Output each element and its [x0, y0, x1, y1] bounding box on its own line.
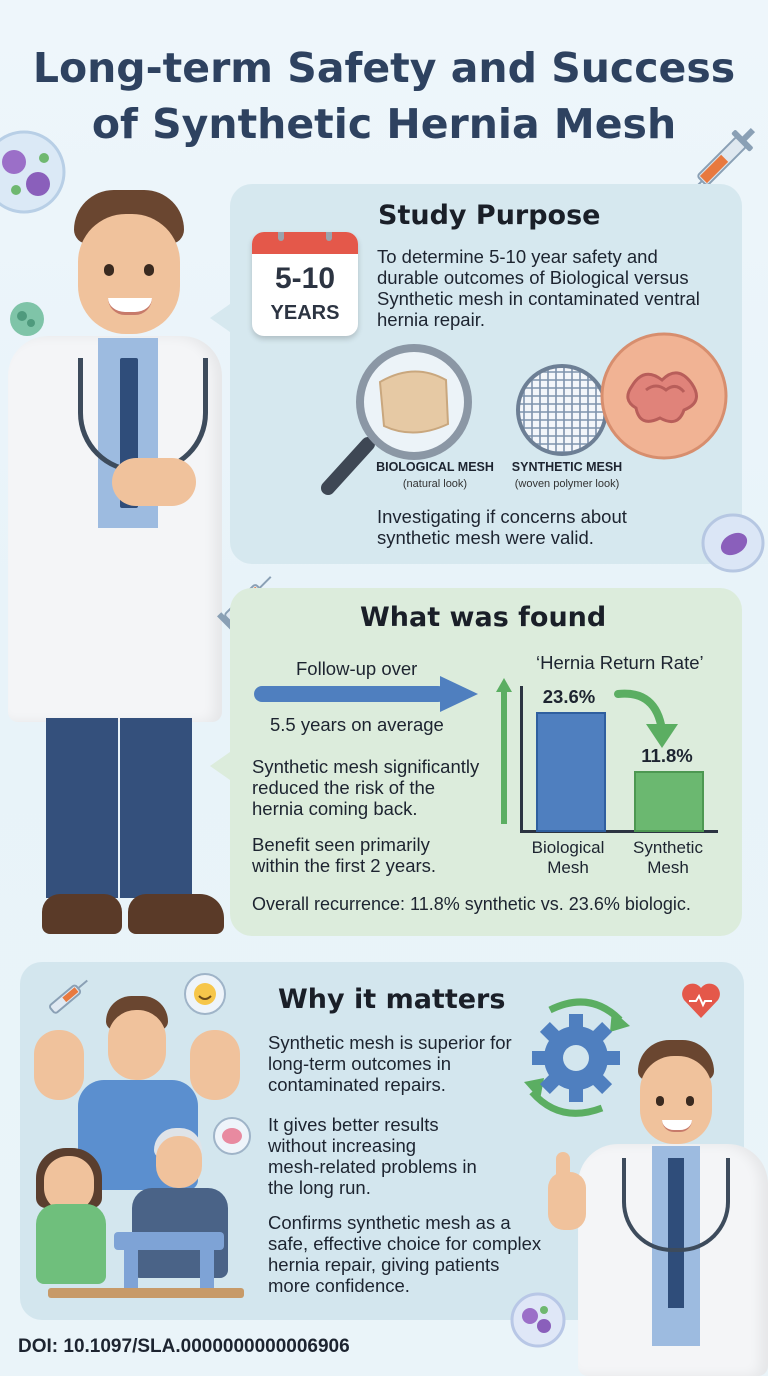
calendar-number: 5-10 — [274, 262, 336, 295]
purpose-line: To determine 5-10 year safety and — [377, 246, 658, 267]
speech-tail — [210, 752, 230, 780]
bar-synthetic-mesh — [634, 771, 704, 832]
category-label-line: Mesh — [647, 858, 689, 877]
why-point-2: It gives better results without increasi… — [268, 1114, 548, 1198]
why-line: the long run. — [268, 1177, 371, 1198]
gear-icon — [524, 998, 630, 1117]
why-it-matters-heading: Why it matters — [278, 984, 506, 1015]
overall-recurrence-text: Overall recurrence: 11.8% synthetic vs. … — [252, 894, 691, 914]
doctor-illustration — [8, 188, 350, 948]
chart-up-arrow — [496, 678, 512, 824]
bacteria-icon — [701, 513, 765, 573]
finding-point-1: Synthetic mesh significantly reduced the… — [252, 756, 492, 819]
doctor-thumbs-up-illustration — [548, 1040, 768, 1376]
bacteria-icon — [0, 130, 66, 214]
why-line: without increasing — [268, 1135, 417, 1156]
purpose-line: hernia repair. — [377, 309, 485, 330]
study-purpose-text: To determine 5-10 year safety and durabl… — [377, 246, 737, 330]
finding-line: reduced the risk of the — [252, 777, 436, 798]
magnifier-icon — [321, 344, 472, 495]
finding-point-2: Benefit seen primarily within the first … — [252, 834, 492, 876]
cell-icon — [10, 302, 44, 336]
syringe-icon — [49, 979, 88, 1014]
bacteria-icon — [510, 1292, 566, 1348]
why-line: long-term outcomes in — [268, 1053, 452, 1074]
page-title: Long-term Safety and Success of Syntheti… — [0, 40, 768, 152]
smiley-icon — [184, 973, 226, 1015]
what-was-found-heading: What was found — [360, 602, 607, 633]
why-line: safe, effective choice for complex — [268, 1233, 542, 1254]
chart-y-axis — [520, 686, 523, 832]
why-line: It gives better results — [268, 1114, 439, 1135]
decrease-arrow — [614, 689, 678, 748]
followup-arrow — [254, 676, 478, 712]
category-label-line: Synthetic — [633, 838, 703, 857]
calendar-unit: YEARS — [270, 302, 340, 324]
bar-value-biological: 23.6% — [542, 686, 596, 707]
syringe-icon — [684, 127, 756, 199]
purpose-line: durable outcomes of Biological versus — [377, 267, 689, 288]
patients-illustration — [34, 996, 248, 1302]
biological-mesh-sublabel: (natural look) — [402, 478, 468, 490]
brain-icon — [213, 1117, 251, 1155]
finding-line: within the first 2 years. — [252, 855, 437, 876]
intestine-icon — [600, 332, 728, 460]
synthetic-mesh-sublabel: (woven polymer look) — [514, 478, 620, 490]
synthetic-mesh-label: SYNTHETIC MESH — [511, 460, 623, 474]
synthetic-mesh-icon — [516, 364, 608, 456]
speech-tail — [210, 304, 230, 332]
calendar-icon: 5-10 YEARS — [252, 232, 358, 336]
why-line: hernia repair, giving patients — [268, 1254, 500, 1275]
followup-top-text: Follow-up over — [296, 658, 418, 679]
chart-title: ‘Hernia Return Rate’ — [536, 652, 704, 673]
category-label-line: Mesh — [547, 858, 589, 877]
category-label-synthetic: Synthetic Mesh — [618, 838, 718, 878]
finding-line: hernia coming back. — [252, 798, 418, 819]
biological-mesh-label: BIOLOGICAL MESH — [376, 460, 494, 474]
followup-bottom-text: 5.5 years on average — [270, 714, 444, 735]
doi-text: DOI: 10.1097/SLA.0000000000006906 — [18, 1336, 350, 1357]
heart-icon — [682, 983, 720, 1018]
chart-x-axis — [520, 830, 718, 833]
bar-value-synthetic: 11.8% — [641, 745, 693, 766]
bar-biological-mesh — [536, 712, 606, 832]
finding-line: Benefit seen primarily — [252, 834, 430, 855]
purpose-footer-line: synthetic mesh were valid. — [377, 527, 594, 548]
title-line-2: of Synthetic Hernia Mesh — [91, 100, 677, 148]
hernia-return-rate-chart: 23.6% 11.8% Biological Mesh Synthetic Me… — [494, 676, 724, 880]
study-purpose-footer: Investigating if concerns about syntheti… — [377, 506, 727, 548]
why-point-3: Confirms synthetic mesh as a safe, effec… — [268, 1212, 568, 1296]
title-line-1: Long-term Safety and Success — [32, 44, 736, 92]
why-line: Synthetic mesh is superior for — [268, 1032, 512, 1053]
purpose-footer-line: Investigating if concerns about — [377, 506, 627, 527]
why-line: contaminated repairs. — [268, 1074, 446, 1095]
why-point-1: Synthetic mesh is superior for long-term… — [268, 1032, 548, 1095]
study-purpose-heading: Study Purpose — [378, 200, 601, 231]
purpose-line: Synthetic mesh in contaminated ventral — [377, 288, 700, 309]
why-line: mesh-related problems in — [268, 1156, 477, 1177]
category-label-line: Biological — [531, 838, 605, 857]
why-line: more confidence. — [268, 1275, 410, 1296]
category-label-biological: Biological Mesh — [518, 838, 618, 878]
why-line: Confirms synthetic mesh as a — [268, 1212, 511, 1233]
what-was-found-panel — [230, 588, 742, 936]
finding-line: Synthetic mesh significantly — [252, 756, 480, 777]
